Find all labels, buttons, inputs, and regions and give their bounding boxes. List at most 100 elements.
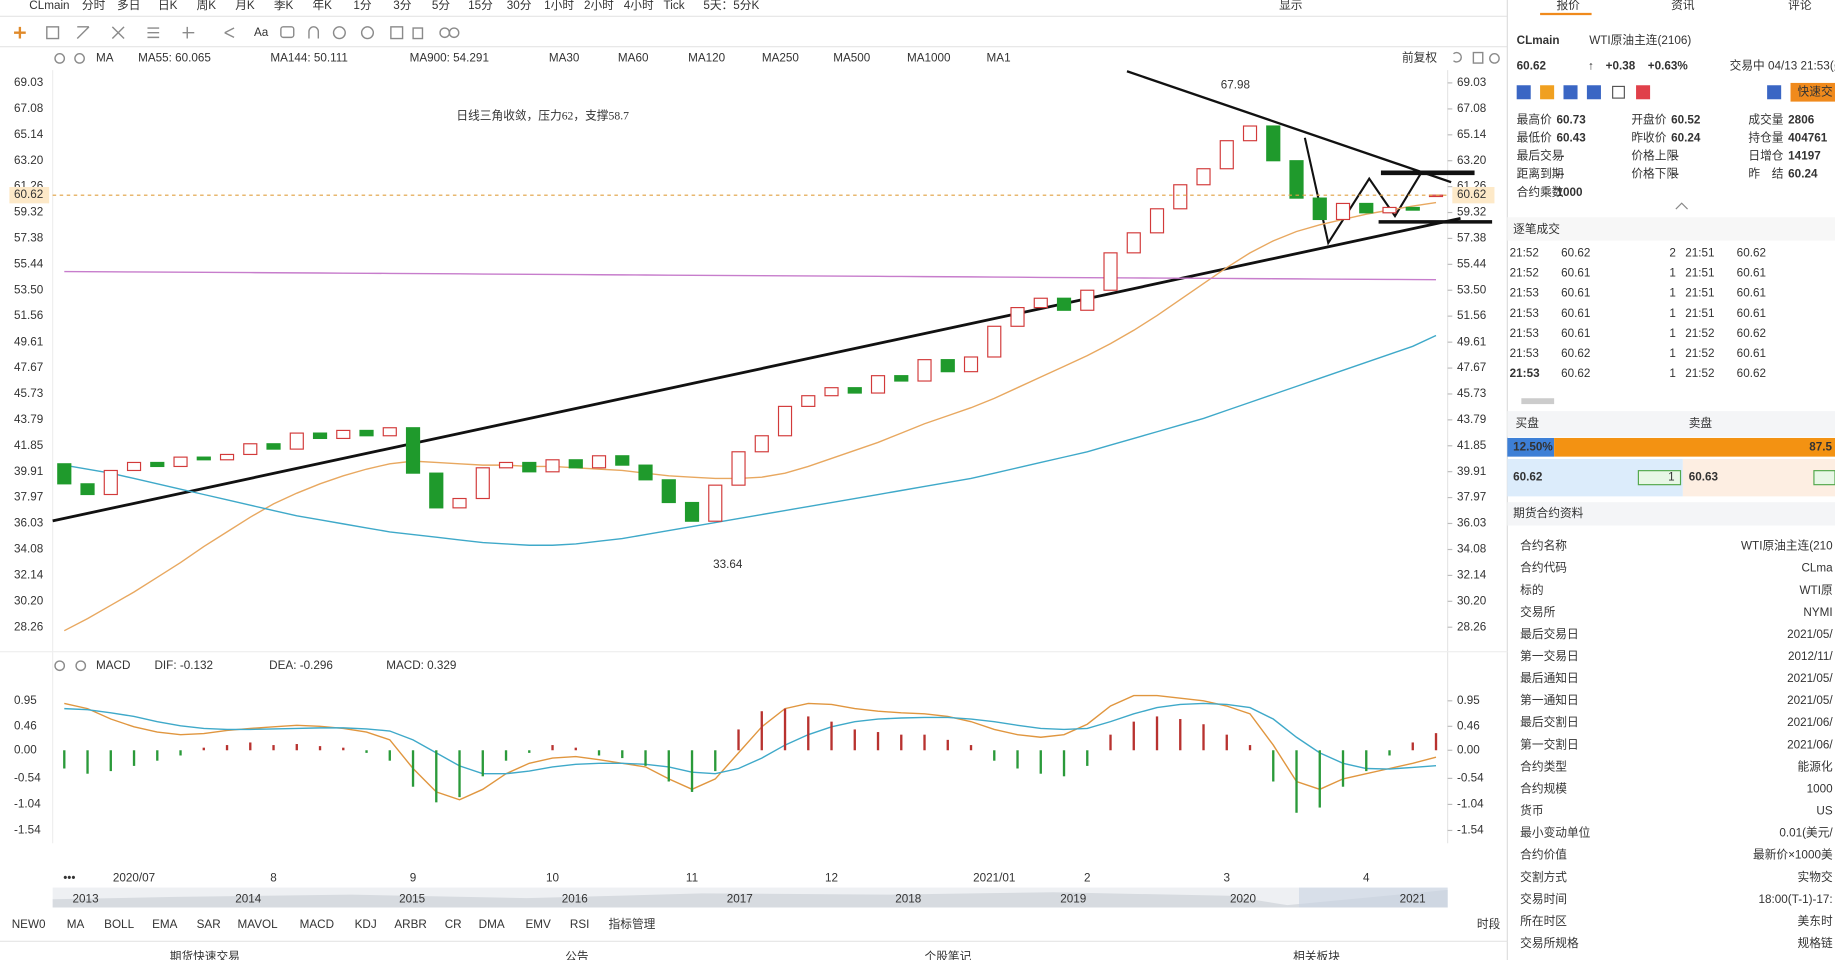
tool-icon[interactable]: [111, 26, 125, 40]
info-label: 第一通知日: [1520, 693, 1579, 707]
delete-icon[interactable]: [1472, 51, 1484, 64]
period-tab[interactable]: 5分: [432, 0, 451, 12]
navigator-window[interactable]: [1299, 887, 1448, 908]
tool-icon[interactable]: [46, 26, 60, 40]
period-tab[interactable]: 2小时: [584, 0, 614, 12]
legend-entry-inactive[interactable]: MA60: [618, 51, 649, 64]
delete-icon[interactable]: [412, 27, 424, 40]
panel-tab[interactable]: 评论: [1788, 0, 1812, 12]
period-tab[interactable]: 周K: [197, 0, 217, 12]
tool-icon[interactable]: [448, 27, 460, 39]
indicator-tab[interactable]: RSI: [570, 918, 590, 931]
settings-icon[interactable]: [1489, 53, 1500, 64]
cross-icon[interactable]: [14, 26, 26, 39]
period-tab[interactable]: 15分: [468, 0, 493, 12]
legend-entry[interactable]: MA55: 60.065: [138, 51, 211, 64]
period-tab[interactable]: 季K: [274, 0, 294, 12]
settings-icon[interactable]: [54, 53, 66, 64]
period-tab[interactable]: 30分: [507, 0, 532, 12]
footer-tab[interactable]: 期货快速交易: [170, 950, 240, 960]
info-label: 货币: [1520, 804, 1543, 818]
legend-entry-inactive[interactable]: MA1000: [907, 51, 951, 64]
icon[interactable]: [1540, 85, 1555, 100]
indicator-tab[interactable]: MA: [67, 918, 85, 931]
period-tab[interactable]: Tick: [664, 0, 685, 12]
period-tab[interactable]: 月K: [235, 0, 255, 12]
period-tab[interactable]: 3分: [393, 0, 412, 12]
close-icon[interactable]: [74, 53, 85, 64]
tool-icon[interactable]: [360, 26, 375, 40]
legend-entry[interactable]: MACD: 0.329: [386, 659, 456, 672]
flag-icon[interactable]: [1516, 85, 1531, 100]
footer-tab[interactable]: 相关板块: [1293, 950, 1340, 960]
tool-icon[interactable]: [308, 26, 320, 39]
price: 60.62: [1517, 60, 1547, 73]
stat-label: 距离到期: [1517, 167, 1564, 181]
sell-ratio-bar: [1554, 437, 1835, 457]
tool-icon[interactable]: [224, 27, 235, 38]
period-tab[interactable]: 1小时: [544, 0, 574, 12]
close-icon[interactable]: [75, 660, 87, 672]
alert-icon[interactable]: [1767, 85, 1782, 100]
indicator-tab[interactable]: EMA: [152, 918, 178, 931]
indicator-tab[interactable]: CR: [445, 918, 462, 931]
icon[interactable]: [1612, 85, 1625, 99]
icon[interactable]: [1586, 85, 1601, 100]
legend-entry[interactable]: MA900: 54.291: [410, 51, 489, 64]
period-tab[interactable]: 分时: [82, 0, 106, 12]
panel-tab[interactable]: 资讯: [1671, 0, 1695, 12]
legend-entry-inactive[interactable]: MA30: [549, 51, 580, 64]
indicator-tab[interactable]: NEW0: [12, 918, 46, 931]
indicator-tab[interactable]: KDJ: [355, 918, 377, 931]
legend-entry[interactable]: DEA: -0.296: [269, 659, 333, 672]
tool-icon[interactable]: [182, 26, 195, 39]
reset-icon[interactable]: [1453, 51, 1462, 63]
period-tab[interactable]: 年K: [312, 0, 332, 12]
stat-label: 最高价: [1517, 112, 1552, 126]
settings-icon[interactable]: [54, 660, 66, 672]
icon[interactable]: [1636, 85, 1651, 100]
tool-icon[interactable]: [280, 26, 295, 39]
indicator-tab[interactable]: EMV: [525, 918, 551, 931]
scroll-handle[interactable]: [1521, 398, 1555, 405]
text-tool[interactable]: Aa: [254, 26, 269, 39]
tool-icon[interactable]: [76, 26, 90, 40]
legend-entry-inactive[interactable]: MA1: [987, 51, 1011, 64]
tool-icon[interactable]: [332, 26, 346, 40]
tool-icon[interactable]: [390, 26, 404, 40]
indicator-tab[interactable]: BOLL: [104, 918, 134, 931]
y-tick-label-right: 34.08: [1457, 543, 1486, 556]
trade-price: 60.61: [1561, 267, 1590, 280]
indicator-tab[interactable]: MACD: [300, 918, 334, 931]
navigator-menu[interactable]: •••: [63, 871, 75, 884]
indicator-tab[interactable]: 指标管理: [609, 917, 656, 931]
footer-tab[interactable]: 公告: [565, 951, 588, 960]
adjust-toggle[interactable]: 前复权: [1402, 50, 1437, 64]
legend-entry[interactable]: DIF: -0.132: [154, 659, 213, 672]
info-value[interactable]: 规格链: [1798, 936, 1833, 950]
collapse-icon[interactable]: [1675, 202, 1688, 210]
indicator-tab[interactable]: MAVOL: [238, 918, 279, 931]
legend-entry-inactive[interactable]: MA500: [833, 51, 871, 64]
symbol-tab[interactable]: CLmain: [29, 0, 69, 12]
tool-icon[interactable]: [147, 27, 160, 39]
period-tab[interactable]: 1分: [353, 0, 372, 12]
period-button[interactable]: 时段: [1477, 917, 1501, 931]
indicator-tab[interactable]: SAR: [197, 918, 221, 931]
legend-entry[interactable]: MA144: 50.111: [270, 51, 348, 64]
period-tab[interactable]: 日K: [158, 0, 178, 12]
period-tab[interactable]: 4小时: [624, 0, 654, 12]
period-tab[interactable]: 多日: [117, 0, 140, 12]
legend-entry-inactive[interactable]: MA120: [688, 51, 726, 64]
icon[interactable]: [1563, 85, 1578, 100]
y-tick-label-right: 67.08: [1457, 102, 1486, 115]
quick-trade-label[interactable]: 快速交: [1798, 84, 1833, 98]
indicator-tab[interactable]: DMA: [479, 918, 505, 931]
display-menu[interactable]: 显示: [1279, 0, 1302, 12]
indicator-tab[interactable]: ARBR: [394, 918, 427, 931]
legend-entry-inactive[interactable]: MA250: [762, 51, 800, 64]
panel-tab[interactable]: 报价: [1556, 0, 1580, 12]
quick-trade-button[interactable]: [1790, 82, 1835, 102]
period-tab[interactable]: 5天：5分K: [703, 0, 759, 12]
footer-tab[interactable]: 个股笔记: [925, 950, 972, 960]
